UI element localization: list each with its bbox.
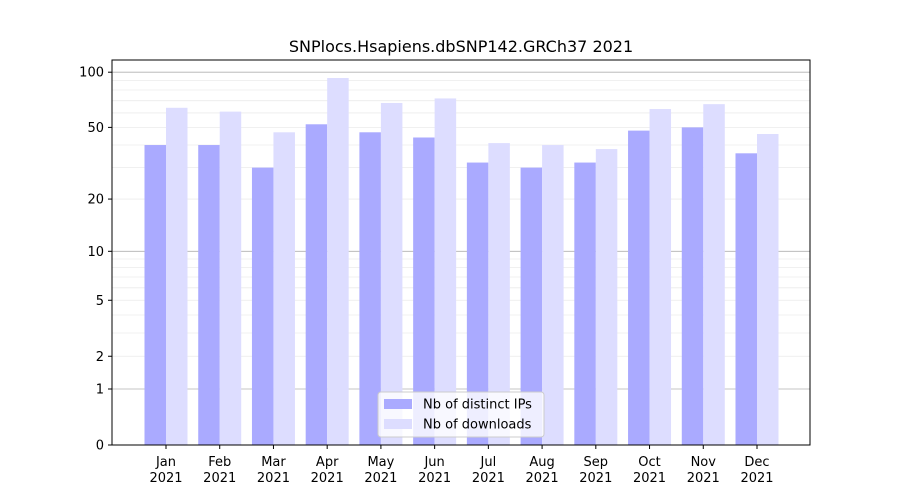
bar-downloads-mar: [273, 132, 295, 445]
x-tick-year: 2021: [149, 471, 182, 486]
y-tick-label: 50: [87, 121, 104, 136]
x-tick-month: Sep: [584, 455, 609, 470]
x-tick-month: Apr: [316, 455, 339, 470]
x-tick-year: 2021: [203, 471, 236, 486]
bar-distinct-ips-oct: [628, 130, 650, 445]
y-tick-label: 0: [96, 439, 104, 454]
bar-downloads-may: [380, 102, 403, 446]
x-tick-label: Jan 2021: [149, 455, 182, 486]
x-tick-label: Oct 2021: [633, 455, 666, 486]
x-tick-year: 2021: [687, 471, 720, 486]
x-tick-month: Feb: [208, 455, 231, 470]
bar-downloads-jun: [434, 98, 457, 446]
x-tick-year: 2021: [311, 471, 344, 486]
x-tick-year: 2021: [579, 471, 612, 486]
y-tick-label: 5: [96, 294, 104, 309]
x-tick-label: May 2021: [364, 455, 397, 486]
legend-label: Nb of distinct IPs: [423, 398, 532, 413]
x-tick-year: 2021: [418, 471, 451, 486]
x-tick-month: Mar: [261, 455, 286, 470]
x-tick-year: 2021: [257, 471, 290, 486]
legend-label: Nb of downloads: [423, 418, 532, 433]
bar-distinct-ips-mar: [251, 167, 274, 445]
x-tick-month: Oct: [638, 455, 660, 470]
x-tick-year: 2021: [364, 471, 397, 486]
x-tick-year: 2021: [633, 471, 666, 486]
x-tick-label: Aug 2021: [526, 455, 559, 486]
y-tick-label: 10: [87, 245, 104, 260]
x-tick-month: Jul: [480, 455, 497, 470]
y-tick-label: 20: [87, 193, 104, 208]
x-tick-month: Jun: [423, 455, 444, 470]
bar-downloads-aug: [542, 145, 564, 445]
x-tick-year: 2021: [740, 471, 773, 486]
x-tick-month: Jan: [155, 455, 176, 470]
axes-frame: [111, 59, 811, 446]
bar-downloads-jan: [166, 107, 188, 445]
bar-distinct-ips-may: [359, 132, 381, 445]
bar-downloads-jul: [488, 143, 510, 446]
bar-distinct-ips-dec: [735, 153, 757, 445]
legend-box: [377, 391, 545, 438]
x-tick-year: 2021: [472, 471, 505, 486]
x-tick-label: Nov 2021: [687, 455, 720, 486]
bar-downloads-sep: [595, 149, 618, 445]
bar-distinct-ips-apr: [305, 124, 328, 445]
bar-distinct-ips-nov: [681, 127, 704, 446]
bar-downloads-oct: [649, 109, 672, 445]
x-tick-month: Aug: [529, 455, 554, 470]
x-tick-label: Feb 2021: [203, 455, 236, 486]
bar-distinct-ips-sep: [574, 162, 596, 446]
x-tick-label: Dec 2021: [740, 455, 773, 486]
legend-swatch: [384, 419, 412, 429]
bar-downloads-feb: [219, 111, 242, 445]
bar-distinct-ips-jun: [413, 137, 435, 445]
y-tick-label: 100: [79, 66, 104, 81]
x-tick-label: Apr 2021: [311, 455, 344, 486]
x-tick-label: Jun 2021: [418, 455, 451, 486]
x-tick-month: Nov: [691, 455, 717, 470]
bar-distinct-ips-jan: [144, 145, 166, 445]
bar-downloads-nov: [703, 104, 725, 445]
x-tick-month: May: [367, 455, 394, 470]
x-tick-month: Dec: [744, 455, 769, 470]
bar-distinct-ips-jul: [466, 162, 489, 446]
bar-downloads-apr: [327, 77, 349, 445]
chart-title: SNPlocs.Hsapiens.dbSNP142.GRCh37 2021: [289, 37, 633, 56]
y-tick-label: 1: [96, 383, 104, 398]
x-tick-label: Mar 2021: [257, 455, 290, 486]
x-tick-label: Sep 2021: [579, 455, 612, 486]
x-tick-label: Jul 2021: [472, 455, 505, 486]
bar-distinct-ips-feb: [198, 145, 220, 445]
x-tick-year: 2021: [526, 471, 559, 486]
y-tick-label: 2: [96, 350, 104, 365]
bar-distinct-ips-aug: [520, 167, 543, 445]
bar-downloads-dec: [757, 133, 779, 445]
legend-swatch: [384, 399, 412, 409]
